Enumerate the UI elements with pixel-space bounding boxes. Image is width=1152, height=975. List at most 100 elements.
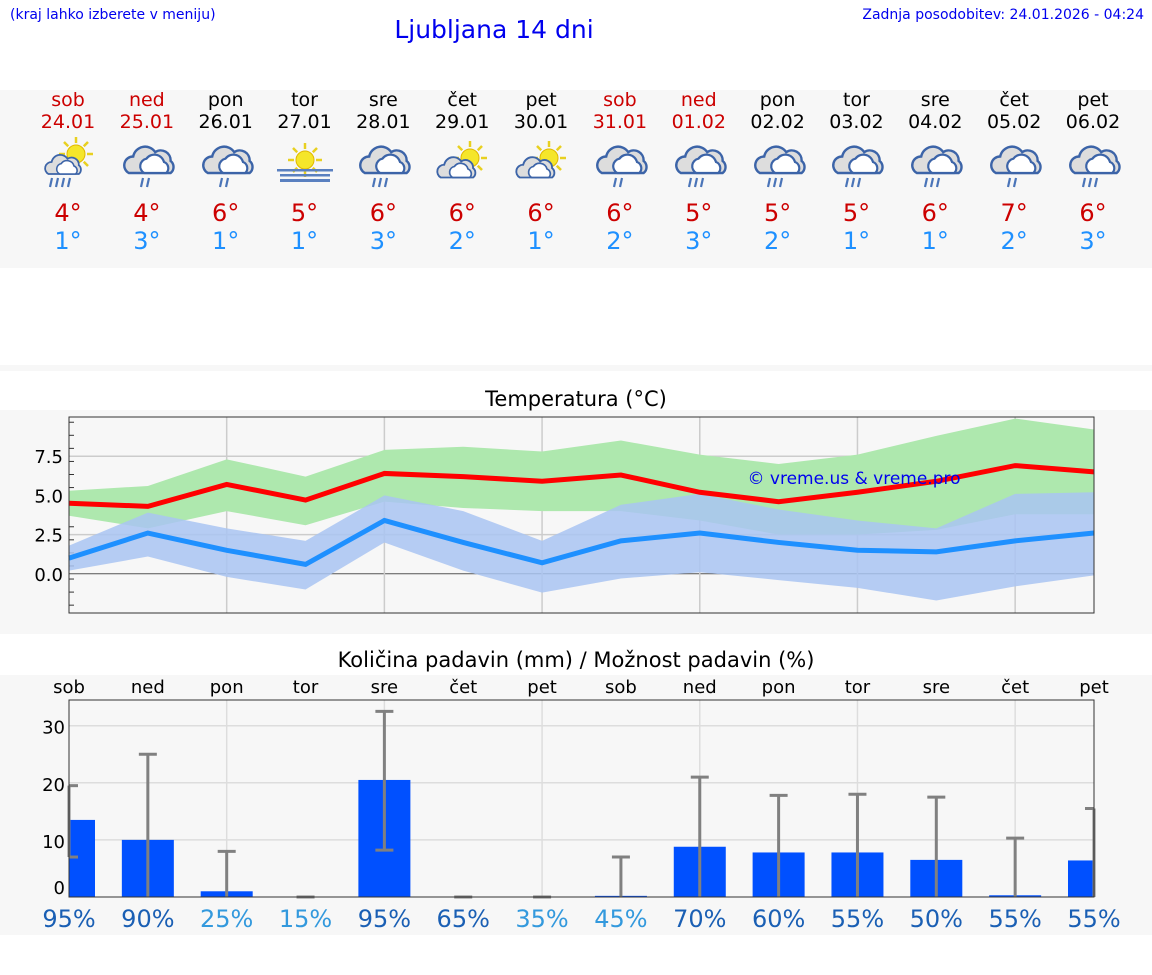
min-temperature: 2°	[1000, 227, 1028, 255]
precipitation-probability: 25%	[200, 905, 253, 933]
min-temperature: 1°	[527, 227, 555, 255]
sun-cloud-icon	[501, 133, 581, 199]
y-tick-label: 5.0	[34, 486, 63, 507]
min-temperature: 3°	[369, 227, 398, 255]
temperature-plot: 0.0 2.5 5.0 7.5 © vreme.us & vreme.pro	[34, 416, 1095, 614]
x-category-label: sre	[923, 677, 950, 698]
min-temperature: 3°	[685, 227, 713, 255]
x-category-label: pet	[527, 677, 557, 698]
min-temperature: 3°	[133, 227, 161, 255]
day-forecast: sob 24.01 4° 1°	[28, 89, 108, 255]
day-name: tor	[291, 89, 318, 111]
day-date: 29.01	[435, 111, 490, 133]
max-temperature: 5°	[685, 199, 713, 227]
y-tick-label: 0.0	[34, 565, 63, 586]
x-category-label: ned	[131, 677, 165, 698]
precipitation-probability: 95%	[358, 905, 411, 933]
day-name: pet	[1077, 89, 1109, 111]
precipitation-probability: 35%	[515, 905, 568, 933]
sun-cloud-rain-icon	[28, 133, 108, 199]
day-forecast: tor 03.02 5° 1°	[816, 89, 896, 255]
page-title: Ljubljana 14 dni	[394, 15, 594, 44]
cloud-rain-heavy-icon	[816, 133, 896, 199]
day-date: 05.02	[986, 111, 1042, 133]
precipitation-probability: 90%	[121, 905, 174, 933]
day-date: 26.01	[198, 111, 253, 133]
day-name: sre	[368, 89, 398, 111]
max-temperature: 4°	[54, 199, 82, 227]
day-forecast: pon 02.02 5° 2°	[738, 89, 818, 255]
precipitation-chart-title: Količina padavin (mm) / Možnost padavin …	[337, 648, 815, 672]
cloud-rain-heavy-icon	[1053, 133, 1133, 199]
day-forecast: pon 26.01 6° 1°	[186, 89, 266, 255]
precipitation-probability: 60%	[752, 905, 805, 933]
cloud-rain-icon	[580, 133, 660, 199]
day-date: 30.01	[513, 111, 569, 133]
min-temperature: 1°	[290, 227, 319, 255]
cloud-rain-heavy-icon	[738, 133, 818, 199]
day-name: tor	[843, 89, 870, 111]
day-name: pon	[207, 89, 244, 111]
divider	[0, 365, 1152, 371]
day-name: pon	[759, 89, 796, 111]
min-temperature: 2°	[763, 227, 792, 255]
y-tick-label: 7.5	[34, 447, 63, 468]
day-forecast: čet 05.02 7° 2°	[974, 89, 1054, 255]
precipitation-probability: 50%	[910, 905, 963, 933]
min-temperature: 3°	[1079, 227, 1107, 255]
max-temperature: 6°	[448, 199, 476, 227]
x-category-label: pon	[210, 677, 244, 698]
day-forecast: pet 06.02 6° 3°	[1053, 89, 1133, 255]
day-date: 03.02	[829, 111, 884, 133]
min-temperature: 2°	[606, 227, 634, 255]
cloud-rain-icon	[186, 133, 266, 199]
day-forecast: sre 28.01 6° 3°	[343, 89, 423, 255]
day-name: sob	[603, 89, 637, 111]
day-name: pet	[525, 89, 557, 111]
max-temperature: 6°	[527, 199, 555, 227]
x-category-label: čet	[1001, 677, 1029, 698]
plot-frame	[68, 699, 1095, 898]
max-temperature: 6°	[921, 199, 949, 227]
day-forecast: pet 30.01 6° 1°	[501, 89, 581, 255]
day-name: ned	[680, 89, 717, 111]
max-temperature: 6°	[212, 199, 240, 227]
y-tick-label: 0	[54, 878, 65, 899]
day-name: čet	[447, 89, 478, 111]
day-forecast: tor 27.01 5° 1°	[265, 89, 345, 255]
day-date: 01.02	[671, 111, 726, 133]
day-date: 04.02	[908, 111, 963, 133]
min-temperature: 2°	[448, 227, 476, 255]
day-date: 31.01	[592, 111, 648, 133]
max-temperature-line	[68, 463, 1095, 509]
x-category-label: čet	[449, 677, 477, 698]
max-temperature: 5°	[290, 199, 319, 227]
day-name: sob	[51, 89, 85, 111]
max-temperature: 6°	[1079, 199, 1107, 227]
x-category-label: sre	[371, 677, 398, 698]
max-temperature: 7°	[1000, 199, 1028, 227]
max-temperature: 5°	[842, 199, 871, 227]
precipitation-probability: 15%	[279, 905, 332, 933]
x-category-label: sob	[53, 677, 85, 698]
cloud-rain-heavy-icon	[895, 133, 975, 199]
max-temperature: 5°	[763, 199, 792, 227]
max-temperature: 6°	[606, 199, 634, 227]
precipitation-probability: 70%	[673, 905, 726, 933]
day-date: 24.01	[40, 111, 96, 133]
sun-fog-icon	[265, 133, 345, 199]
precipitation-plot: 0 10 20 30 sob 95% ned 90% pon 25% tor 15% sre 95% čet…	[42, 677, 1121, 933]
location-hint: (kraj lahko izberete v meniju)	[10, 7, 216, 23]
daily-forecast-strip: sob 24.01 4° 1° ned 25.01 4° 3° pon 26.01 …	[0, 89, 1152, 268]
day-date: 25.01	[119, 111, 175, 133]
x-category-label: tor	[845, 677, 871, 698]
max-temperature: 6°	[369, 199, 398, 227]
plot-frame	[68, 416, 1095, 614]
x-category-label: tor	[293, 677, 319, 698]
temperature-chart-title: Temperatura (°C)	[485, 387, 667, 411]
precipitation-probability: 55%	[988, 905, 1041, 933]
precipitation-probability: 55%	[831, 905, 884, 933]
day-forecast: ned 25.01 4° 3°	[107, 89, 187, 255]
last-updated: Zadnja posodobitev: 24.01.2026 - 04:24	[862, 7, 1144, 23]
